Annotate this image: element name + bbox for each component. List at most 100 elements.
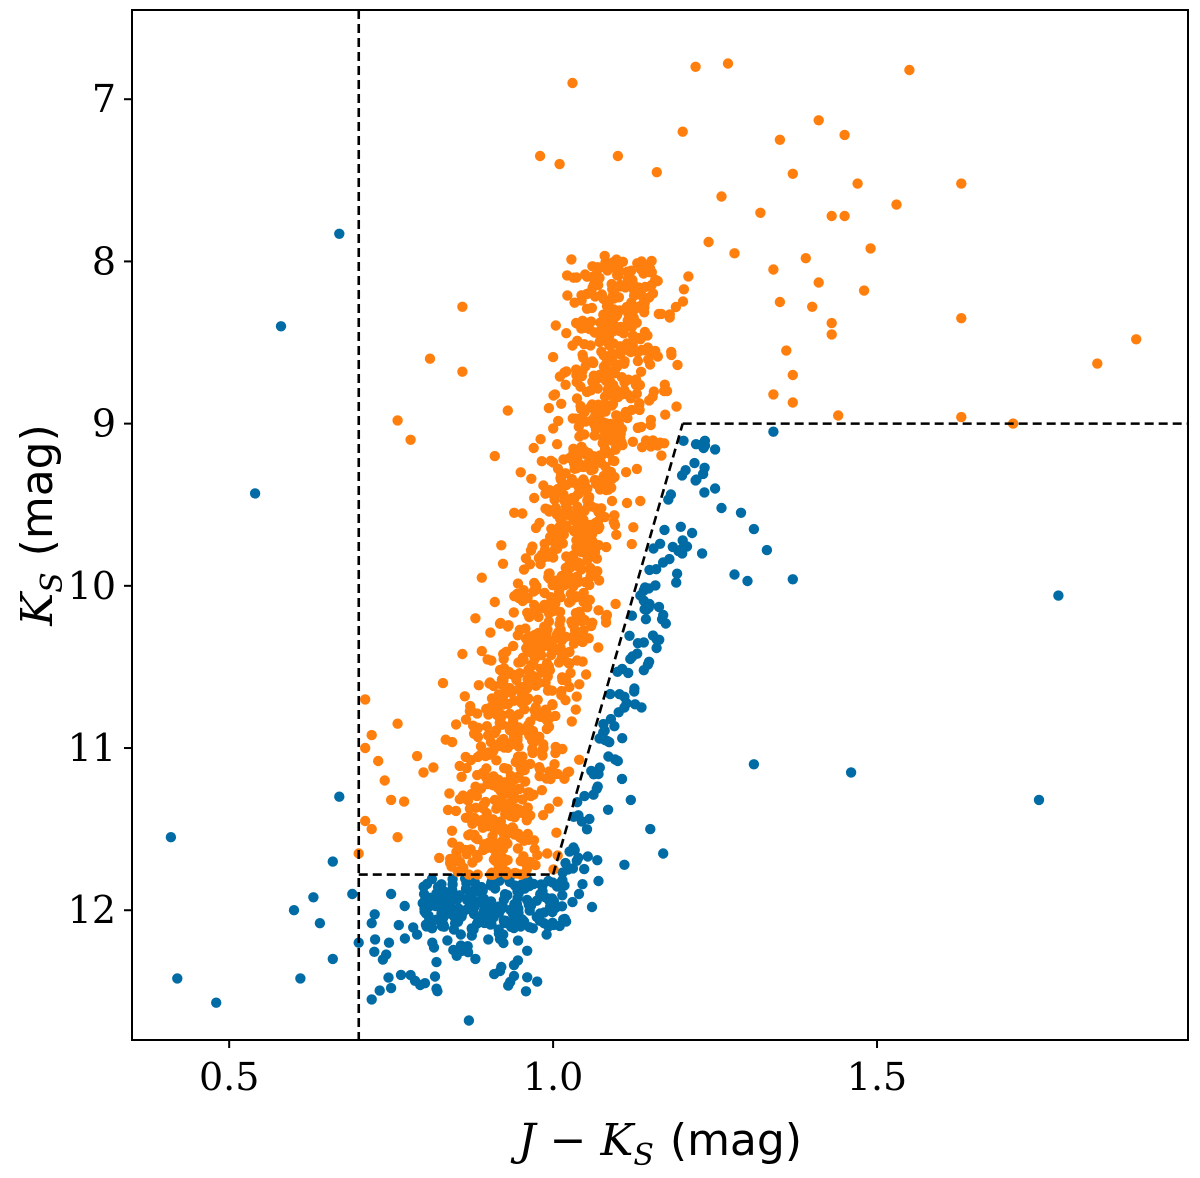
selected-point <box>548 390 559 401</box>
selected-point <box>904 64 915 76</box>
selected-point <box>544 685 555 696</box>
selected-point <box>571 462 583 474</box>
selected-point <box>626 538 637 550</box>
selected-point <box>516 697 527 708</box>
selected-point <box>589 430 600 441</box>
selected-point <box>560 562 571 574</box>
rejected-point <box>592 855 603 866</box>
rejected-point <box>448 944 459 956</box>
selected-point <box>631 317 642 328</box>
selected-point <box>572 449 583 460</box>
rejected-point <box>651 642 662 654</box>
selected-point <box>557 674 568 686</box>
selected-point <box>528 789 539 800</box>
rejected-point <box>468 902 479 914</box>
selected-point <box>360 742 371 754</box>
selected-point <box>645 419 656 431</box>
selected-point <box>729 248 740 259</box>
selected-point <box>839 210 850 222</box>
selected-point <box>580 669 592 680</box>
rejected-point <box>437 921 448 932</box>
rejected-point <box>369 946 380 957</box>
selected-point <box>590 374 601 385</box>
selected-point <box>464 803 476 814</box>
rejected-point <box>676 470 688 481</box>
selected-point <box>548 552 559 563</box>
selected-point <box>447 736 458 748</box>
selected-point <box>392 415 403 426</box>
rejected-point <box>457 905 468 916</box>
rejected-point <box>383 937 395 948</box>
rejected-point <box>699 487 710 498</box>
selected-point <box>569 493 580 504</box>
selected-point <box>1131 334 1142 345</box>
selected-point <box>418 767 429 778</box>
selected-point <box>481 721 493 732</box>
selected-point <box>570 607 582 619</box>
selected-point <box>644 266 655 278</box>
selected-point <box>512 630 523 641</box>
selected-point <box>567 413 578 424</box>
rejected-point <box>636 702 647 713</box>
selected-point <box>514 832 526 843</box>
selected-point <box>600 612 612 623</box>
selected-point <box>612 150 624 162</box>
selected-point <box>536 785 548 796</box>
x-axis-ticks: 0.5 1.0 1.5 <box>199 1040 907 1099</box>
x-axis-label-unit: (mag) <box>670 1115 802 1166</box>
rejected-point <box>508 970 520 982</box>
selected-point <box>583 552 594 564</box>
selected-point <box>543 721 555 732</box>
selected-point <box>518 585 529 596</box>
selected-point <box>534 150 546 162</box>
selected-point <box>521 815 532 826</box>
rejected-point <box>455 929 466 940</box>
selected-point <box>615 412 626 423</box>
selected-point <box>635 366 647 377</box>
rejected-point <box>498 937 509 949</box>
selected-point <box>591 553 603 564</box>
selected-point <box>570 704 581 715</box>
rejected-point <box>579 790 590 802</box>
selected-point <box>526 735 538 746</box>
rejected-point <box>512 886 523 897</box>
selected-point <box>581 386 593 398</box>
y-axis-label-sub: S <box>35 572 70 593</box>
rejected-point <box>399 933 411 944</box>
rejected-point <box>432 986 443 997</box>
selected-point <box>459 691 470 702</box>
selected-point <box>497 843 509 855</box>
rejected-point <box>659 524 670 536</box>
rejected-point <box>564 846 575 857</box>
selected-point <box>502 698 514 710</box>
selected-point <box>584 323 595 335</box>
selected-point <box>472 708 483 719</box>
selected-point <box>528 442 539 454</box>
selected-point <box>593 642 604 653</box>
selected-point <box>652 275 663 287</box>
selected-point <box>442 804 454 816</box>
rejected-point <box>447 874 458 885</box>
selected-point <box>548 605 560 616</box>
series-rejected <box>165 228 1064 1026</box>
selected-point <box>465 754 477 766</box>
selected-point <box>599 250 610 262</box>
selected-point <box>556 398 567 409</box>
rejected-point <box>716 502 727 514</box>
rejected-point <box>675 521 686 532</box>
selected-point <box>781 345 792 356</box>
selected-point <box>586 620 597 632</box>
selected-point <box>366 729 377 741</box>
selected-point <box>628 522 639 533</box>
selected-point <box>595 333 606 344</box>
rejected-point <box>515 921 526 932</box>
selected-point <box>635 334 646 345</box>
rejected-point <box>446 904 458 916</box>
rejected-point <box>648 543 659 554</box>
selected-point <box>497 558 509 569</box>
selected-point <box>454 760 465 772</box>
rejected-point <box>617 733 628 744</box>
selected-point <box>549 494 560 505</box>
rejected-point <box>172 973 183 984</box>
